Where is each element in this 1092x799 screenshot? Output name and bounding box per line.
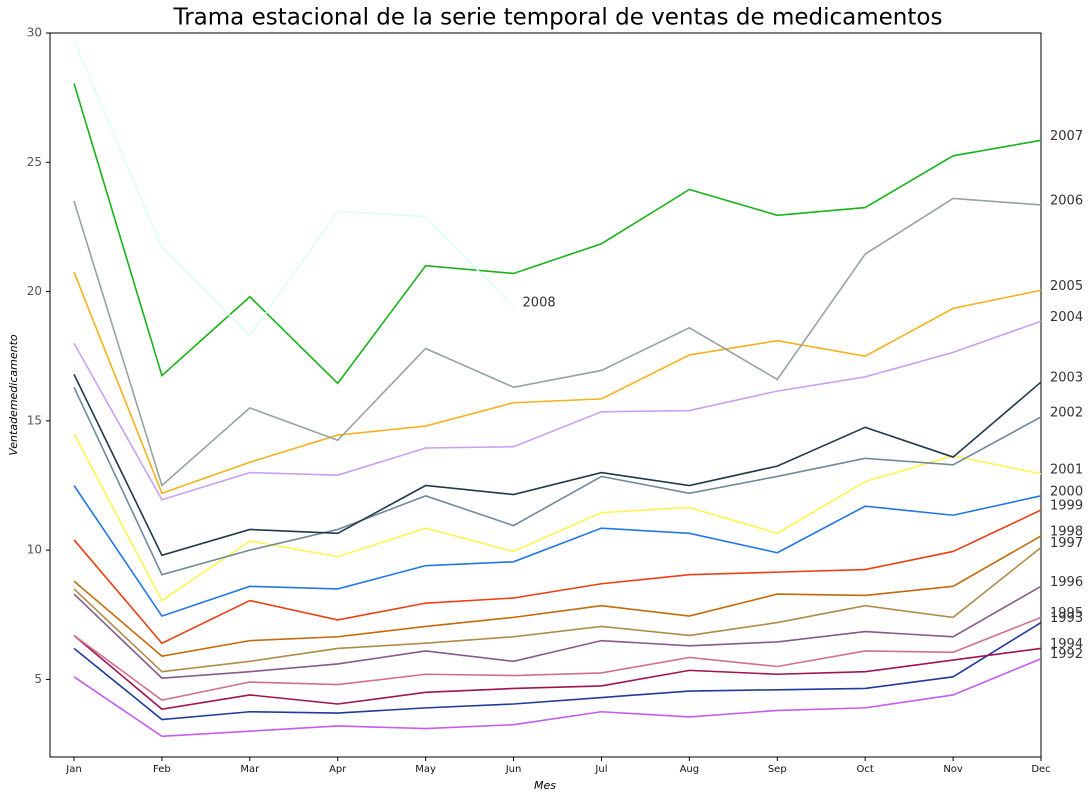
series-line <box>73 535 1042 658</box>
x-tick-label: Oct <box>857 764 874 775</box>
series-label: 1998 <box>1050 524 1083 539</box>
series-label: 2006 <box>1050 193 1083 208</box>
series-line <box>73 616 1042 701</box>
series-label: 1993 <box>1050 611 1083 626</box>
y-axis-label: Ventademedicamento <box>7 334 20 456</box>
series-line <box>73 83 1042 385</box>
series-line <box>73 485 1042 618</box>
x-tick-label: Jul <box>594 764 607 775</box>
series-line <box>73 621 1042 721</box>
y-tick-label: 15 <box>27 413 42 427</box>
x-tick-label: Feb <box>153 764 171 775</box>
y-tick-label: 20 <box>27 284 42 298</box>
y-tick-label: 30 <box>27 26 42 40</box>
x-tick-label: Mar <box>240 764 260 775</box>
series-label: 2007 <box>1050 129 1083 144</box>
x-tick-label: Apr <box>329 764 347 775</box>
series-line <box>73 40 515 337</box>
x-tick-label: Sep <box>768 764 787 775</box>
series-line <box>73 197 1042 487</box>
series-label: 2002 <box>1050 405 1083 420</box>
series-line <box>73 386 1042 576</box>
series-label: 1992 <box>1050 647 1083 662</box>
series-line <box>73 271 1042 495</box>
series-line <box>73 546 1042 673</box>
series-line <box>73 320 1042 501</box>
x-tick-label: May <box>415 764 436 775</box>
series-line <box>73 658 1042 738</box>
series-line <box>73 509 1042 645</box>
y-tick-label: 25 <box>27 155 42 169</box>
series-line <box>73 433 1042 602</box>
series-label: 1994 <box>1050 637 1083 652</box>
series-label: 2004 <box>1050 310 1083 325</box>
series-line <box>73 585 1042 679</box>
series-label: 2003 <box>1050 371 1083 386</box>
series-label: 2000 <box>1050 484 1083 499</box>
x-tick-label: Jun <box>505 764 522 775</box>
series-label: 1996 <box>1050 575 1083 590</box>
x-tick-label: Jan <box>65 764 81 775</box>
series-label: 2008 <box>523 296 556 311</box>
x-tick-label: Nov <box>943 764 963 775</box>
plot-frame <box>49 32 1042 758</box>
chart-title: Trama estacional de la serie temporal de… <box>173 5 943 31</box>
series-label: 1997 <box>1050 536 1083 551</box>
series-line <box>73 634 1042 711</box>
series-label: 1995 <box>1050 606 1083 621</box>
series-line <box>73 373 1042 557</box>
series-label: 2001 <box>1050 462 1083 477</box>
x-tick-label: Dec <box>1031 764 1050 775</box>
y-tick-label: 5 <box>34 672 42 686</box>
series-label: 1999 <box>1050 499 1083 514</box>
x-axis-label: Mes <box>534 779 556 792</box>
series-label: 2005 <box>1050 279 1083 294</box>
x-tick-label: Aug <box>680 764 700 775</box>
y-tick-label: 10 <box>27 543 42 557</box>
